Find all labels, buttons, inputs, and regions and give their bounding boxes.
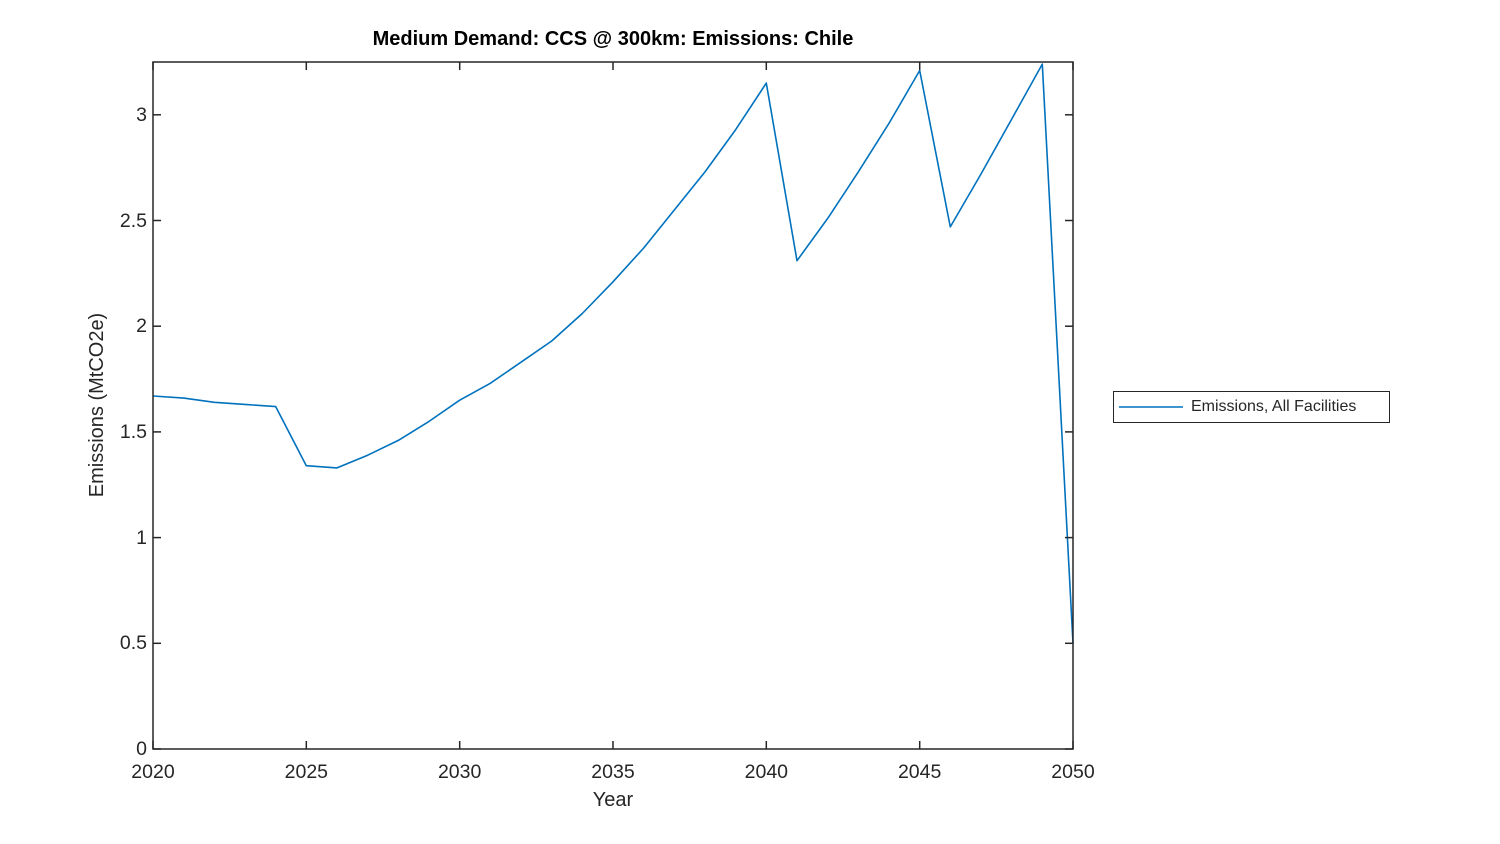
x-tick-label: 2030 xyxy=(437,761,482,783)
y-tick-label: 2 xyxy=(136,315,147,338)
series-line xyxy=(152,63,1074,644)
x-tick-label: 2045 xyxy=(897,761,942,783)
y-tick-label: 0 xyxy=(136,738,147,760)
x-tick-label: 2025 xyxy=(284,761,329,783)
y-tick-label: 0.5 xyxy=(119,632,147,655)
y-axis-label: Emissions (MtCO2e) xyxy=(86,312,108,498)
y-tick-label: 3 xyxy=(136,103,147,126)
axes-box xyxy=(152,61,1074,750)
chart-title: Medium Demand: CCS @ 300km: Emissions: C… xyxy=(372,28,854,50)
x-tick-label: 2035 xyxy=(591,761,635,783)
y-tick-label: 1.5 xyxy=(119,420,147,443)
x-tick-label: 2050 xyxy=(1051,761,1095,783)
y-tick-label: 2.5 xyxy=(119,209,147,232)
x-tick-label: 2020 xyxy=(131,761,175,783)
legend-line-icon xyxy=(1119,406,1183,408)
legend-entry-label: Emissions, All Facilities xyxy=(1191,398,1357,415)
y-tick-label: 1 xyxy=(136,526,147,549)
x-axis-label: Year xyxy=(592,789,634,811)
legend: Emissions, All Facilities xyxy=(1113,391,1390,423)
x-tick-label: 2040 xyxy=(744,761,789,783)
